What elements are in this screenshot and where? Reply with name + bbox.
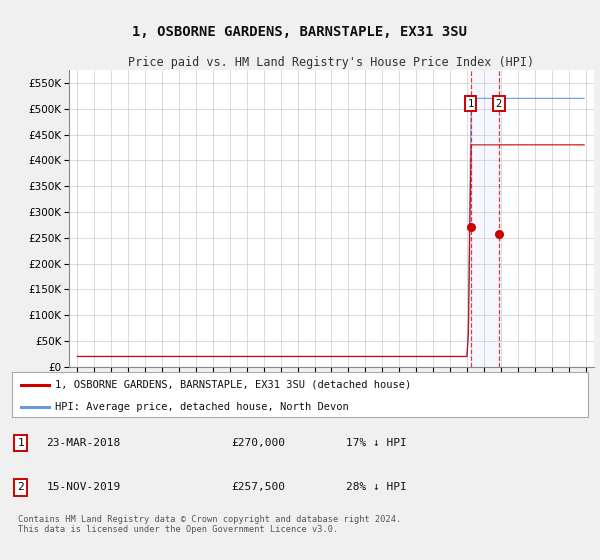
Text: 2: 2 (17, 483, 24, 492)
Text: 23-MAR-2018: 23-MAR-2018 (47, 438, 121, 448)
Title: Price paid vs. HM Land Registry's House Price Index (HPI): Price paid vs. HM Land Registry's House … (128, 56, 535, 69)
Bar (471, 70, 499, 367)
Text: 1, OSBORNE GARDENS, BARNSTAPLE, EX31 3SU (detached house): 1, OSBORNE GARDENS, BARNSTAPLE, EX31 3SU… (55, 380, 412, 390)
Text: £257,500: £257,500 (231, 483, 285, 492)
Text: 28% ↓ HPI: 28% ↓ HPI (346, 483, 407, 492)
Text: HPI: Average price, detached house, North Devon: HPI: Average price, detached house, Nort… (55, 402, 349, 412)
Text: 2: 2 (496, 99, 502, 109)
Text: 1: 1 (467, 99, 474, 109)
Text: 17% ↓ HPI: 17% ↓ HPI (346, 438, 407, 448)
Text: 15-NOV-2019: 15-NOV-2019 (47, 483, 121, 492)
Text: 1: 1 (17, 438, 24, 448)
Text: 1, OSBORNE GARDENS, BARNSTAPLE, EX31 3SU: 1, OSBORNE GARDENS, BARNSTAPLE, EX31 3SU (133, 25, 467, 39)
Text: £270,000: £270,000 (231, 438, 285, 448)
Text: Contains HM Land Registry data © Crown copyright and database right 2024.
This d: Contains HM Land Registry data © Crown c… (18, 515, 401, 534)
